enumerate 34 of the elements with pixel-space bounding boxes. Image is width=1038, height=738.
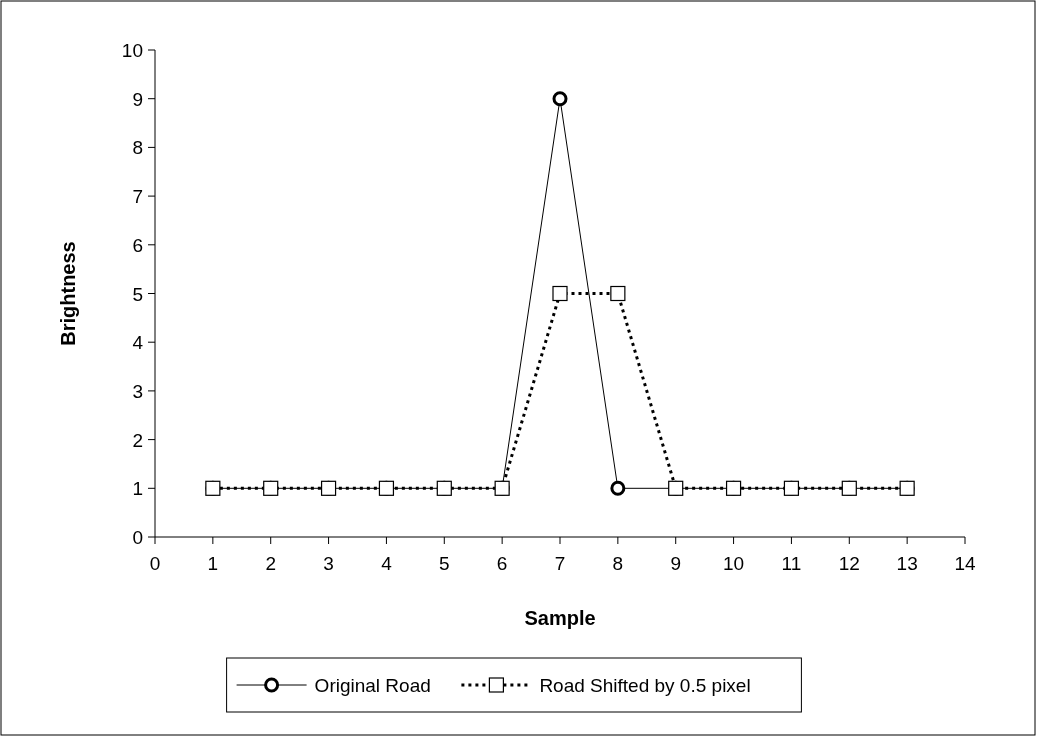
x-tick-label: 1: [207, 553, 219, 574]
x-tick-label: 11: [781, 553, 802, 574]
x-tick-label: 5: [439, 553, 450, 574]
y-tick-label: 8: [132, 137, 143, 159]
x-tick-label: 8: [612, 553, 624, 574]
y-tick-label: 9: [132, 88, 143, 110]
y-tick-label: 4: [132, 332, 144, 354]
x-tick-label: 3: [323, 553, 334, 574]
x-tick-label: 14: [954, 553, 976, 574]
x-axis-title: Sample: [524, 607, 596, 629]
point: [610, 480, 626, 496]
x-tick-label: 13: [896, 553, 918, 574]
x-tick-label: 4: [381, 553, 393, 574]
point: [610, 285, 626, 302]
point: [552, 285, 568, 302]
y-tick-label: 2: [132, 429, 143, 451]
point: [552, 91, 568, 107]
x-tick-label: 10: [723, 553, 745, 574]
y-tick-label: 0: [132, 527, 143, 548]
x-tick-label: 12: [838, 553, 860, 574]
y-axis-title: Brightness: [57, 241, 79, 346]
legend-label: Road Shifted by 0.5 pixel: [539, 675, 751, 696]
legend-label: Original Road: [314, 675, 431, 696]
x-tick-label: 7: [554, 553, 566, 574]
x-tick-label: 6: [496, 553, 508, 574]
x-tick-label: 0: [149, 553, 161, 574]
y-tick-label: 6: [132, 234, 143, 256]
y-tick-label: 10: [121, 40, 143, 61]
x-tick-label: 2: [265, 553, 276, 574]
y-tick-label: 1: [132, 478, 143, 500]
y-tick-label: 5: [132, 283, 143, 305]
x-tick-label: 9: [670, 553, 681, 574]
y-tick-label: 3: [132, 380, 143, 402]
y-tick-label: 7: [132, 186, 143, 208]
